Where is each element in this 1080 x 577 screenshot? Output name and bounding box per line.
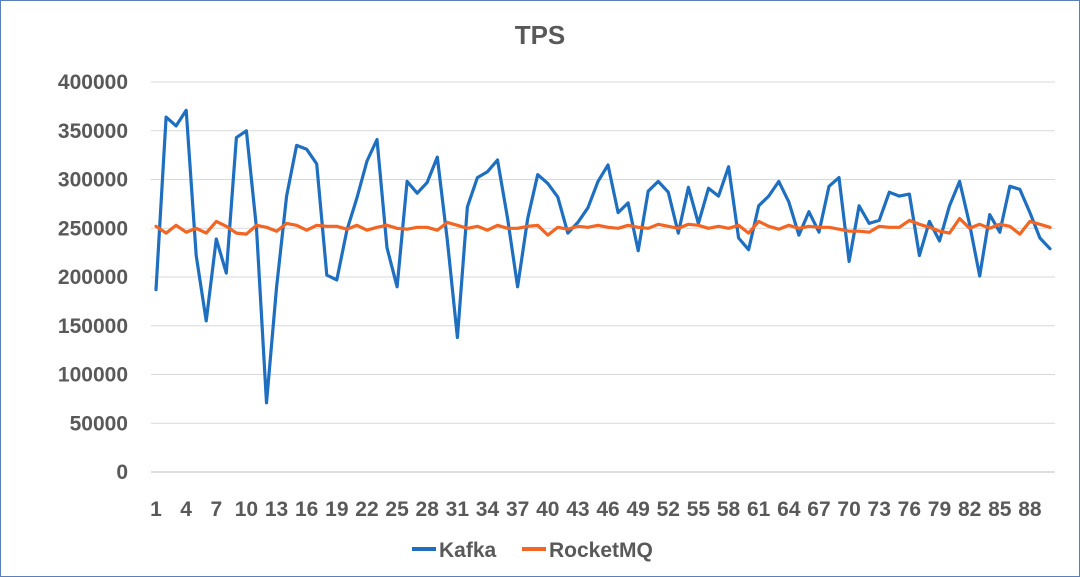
chart-title: TPS xyxy=(515,20,566,50)
y-tick-label: 200000 xyxy=(58,266,128,289)
x-axis-ticks: 1 4 7 10 13 16 19 22 25 28 31 34 37 40 43 46 49 52 55 58 61 6… xyxy=(150,498,1042,521)
x-tick-label: 37 xyxy=(506,498,529,521)
x-tick-label: 31 xyxy=(446,498,470,521)
x-tick-label: 76 xyxy=(898,498,921,521)
y-tick-label: 50000 xyxy=(70,412,128,435)
x-tick-label: 25 xyxy=(385,498,409,521)
x-tick-label: 43 xyxy=(566,498,589,521)
x-tick-label: 73 xyxy=(868,498,891,521)
x-tick-label: 85 xyxy=(988,498,1012,521)
y-tick-label: 100000 xyxy=(58,364,128,387)
x-tick-label: 55 xyxy=(687,498,711,521)
x-tick-label: 19 xyxy=(325,498,348,521)
series-line-kafka xyxy=(154,108,1052,405)
x-tick-label: 34 xyxy=(476,498,500,521)
x-tick-label: 79 xyxy=(928,498,951,521)
series-line-rocketmq xyxy=(154,216,1052,237)
x-tick-label: 1 xyxy=(150,498,162,521)
legend-label-rocketmq: RocketMQ xyxy=(549,539,653,562)
x-tick-label: 82 xyxy=(958,498,981,521)
x-tick-label: 22 xyxy=(355,498,378,521)
x-tick-label: 4 xyxy=(180,498,192,521)
x-tick-label: 70 xyxy=(837,498,860,521)
legend: Kafka RocketMQ xyxy=(412,539,653,562)
x-tick-label: 49 xyxy=(626,498,649,521)
series-lines xyxy=(154,108,1052,405)
y-tick-label: 400000 xyxy=(58,71,128,94)
y-tick-label: 300000 xyxy=(58,169,128,192)
x-tick-label: 67 xyxy=(807,498,830,521)
x-tick-label: 16 xyxy=(295,498,318,521)
x-tick-label: 7 xyxy=(210,498,222,521)
x-tick-label: 13 xyxy=(265,498,288,521)
x-tick-label: 61 xyxy=(747,498,771,521)
x-tick-label: 40 xyxy=(536,498,559,521)
x-tick-label: 52 xyxy=(657,498,680,521)
x-tick-label: 64 xyxy=(777,498,801,521)
y-tick-label: 250000 xyxy=(58,217,128,240)
y-tick-label: 0 xyxy=(116,461,128,484)
x-tick-label: 58 xyxy=(717,498,741,521)
x-tick-label: 28 xyxy=(416,498,440,521)
x-tick-label: 88 xyxy=(1018,498,1042,521)
y-axis-ticks: 0 50000 100000 150000 200000 250000 300000 3500… xyxy=(58,71,128,484)
x-tick-label: 46 xyxy=(596,498,619,521)
legend-label-kafka: Kafka xyxy=(439,539,497,562)
x-tick-label: 10 xyxy=(235,498,258,521)
y-tick-label: 150000 xyxy=(58,315,128,338)
y-tick-label: 350000 xyxy=(58,120,128,143)
